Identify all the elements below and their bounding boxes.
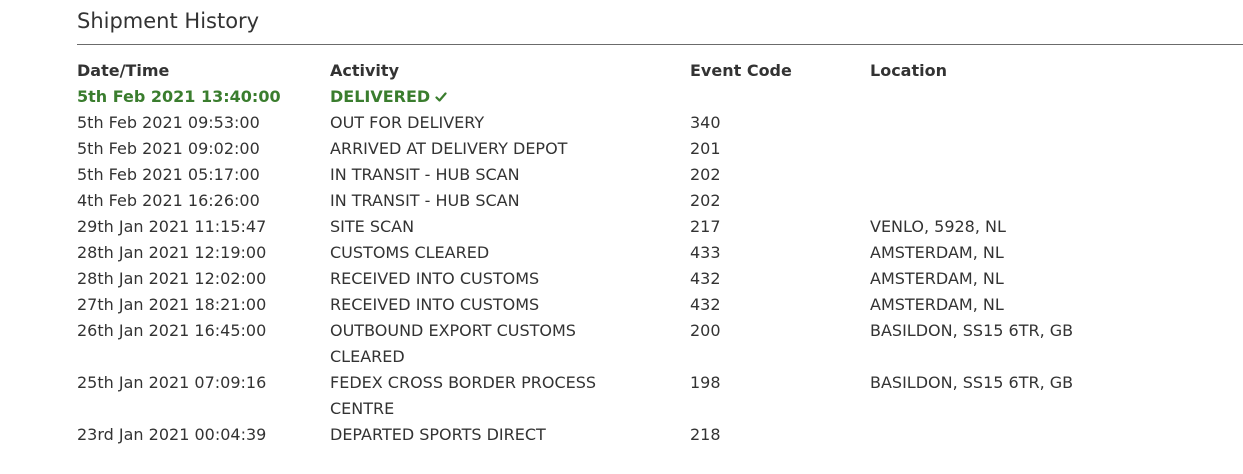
cell-location: AMSTERDAM, NL — [870, 269, 1004, 288]
cell-location: VENLO, 5928, NL — [870, 217, 1006, 236]
cell-location — [870, 162, 1243, 188]
cell-datetime: 5th Feb 2021 09:53:00 — [77, 113, 260, 132]
table-row: 5th Feb 2021 05:17:00 IN TRANSIT - HUB SC… — [77, 162, 1243, 188]
cell-event-code: 218 — [690, 425, 721, 444]
activity-text: DELIVERED — [330, 87, 431, 106]
section-title: Shipment History — [77, 9, 260, 33]
cell-event-code: 198 — [690, 373, 721, 392]
cell-event-code: 340 — [690, 113, 721, 132]
header-activity: Activity — [330, 61, 399, 80]
cell-activity: FEDEX CROSS BORDER PROCESS CENTRE — [330, 373, 597, 418]
table-row: 5th Feb 2021 09:53:00 OUT FOR DELIVERY 340 — [77, 110, 1243, 136]
cell-activity: ARRIVED AT DELIVERY DEPOT — [330, 139, 568, 158]
cell-datetime: 23rd Jan 2021 00:04:39 — [77, 425, 267, 444]
header-datetime: Date/Time — [77, 61, 170, 80]
cell-location — [870, 110, 1243, 136]
cell-activity: CUSTOMS CLEARED — [330, 243, 490, 262]
cell-datetime: 25th Jan 2021 07:09:16 — [77, 373, 267, 392]
cell-activity: RECEIVED INTO CUSTOMS — [330, 269, 540, 288]
cell-datetime: 28th Jan 2021 12:02:00 — [77, 269, 267, 288]
table-row: 29th Jan 2021 11:15:47 SITE SCAN 217 VENLO,… — [77, 214, 1243, 240]
cell-event-code: 200 — [690, 321, 721, 340]
cell-activity: DEPARTED SPORTS DIRECT — [330, 425, 546, 444]
cell-datetime: 5th Feb 2021 13:40:00 — [77, 87, 281, 106]
cell-datetime: 26th Jan 2021 16:45:00 — [77, 321, 267, 340]
cell-location — [870, 188, 1243, 214]
cell-activity: DELIVERED — [330, 84, 630, 110]
cell-activity: SITE SCAN — [330, 217, 415, 236]
cell-event-code: 202 — [690, 191, 721, 210]
cell-location: BASILDON, SS15 6TR, GB — [870, 321, 1074, 340]
table-row: 5th Feb 2021 09:02:00 ARRIVED AT DELIVERY… — [77, 136, 1243, 162]
cell-event-code — [690, 84, 870, 110]
header-location: Location — [870, 61, 947, 80]
title-divider — [77, 44, 1243, 45]
table-row: 28th Jan 2021 12:19:00 CUSTOMS CLEARED 433… — [77, 240, 1243, 266]
table-row: 27th Jan 2021 18:21:00 RECEIVED INTO CUST… — [77, 292, 1243, 318]
cell-activity: OUT FOR DELIVERY — [330, 113, 485, 132]
table-row: 28th Jan 2021 12:02:00 RECEIVED INTO CUST… — [77, 266, 1243, 292]
header-event-code: Event Code — [690, 61, 792, 80]
table-header-row: Date/Time Activity Event Code Location — [77, 58, 1243, 84]
table-row: 26th Jan 2021 16:45:00 OUTBOUND EXPORT CU… — [77, 318, 1243, 370]
cell-event-code: 202 — [690, 165, 721, 184]
shipment-history-table: Date/Time Activity Event Code Location 5… — [77, 58, 1243, 448]
cell-datetime: 27th Jan 2021 18:21:00 — [77, 295, 267, 314]
cell-location — [870, 136, 1243, 162]
check-icon — [435, 92, 447, 102]
cell-location: AMSTERDAM, NL — [870, 295, 1004, 314]
cell-event-code: 432 — [690, 295, 721, 314]
table-row: 23rd Jan 2021 00:04:39 DEPARTED SPORTS DI… — [77, 422, 1243, 448]
cell-activity: IN TRANSIT - HUB SCAN — [330, 165, 520, 184]
cell-datetime: 4th Feb 2021 16:26:00 — [77, 191, 260, 210]
cell-event-code: 217 — [690, 217, 721, 236]
table-row: 4th Feb 2021 16:26:00 IN TRANSIT - HUB SC… — [77, 188, 1243, 214]
table-row: 25th Jan 2021 07:09:16 FEDEX CROSS BORDER… — [77, 370, 1243, 422]
cell-datetime: 28th Jan 2021 12:19:00 — [77, 243, 267, 262]
cell-activity: RECEIVED INTO CUSTOMS — [330, 295, 540, 314]
cell-activity: IN TRANSIT - HUB SCAN — [330, 191, 520, 210]
cell-location: BASILDON, SS15 6TR, GB — [870, 373, 1074, 392]
cell-datetime: 5th Feb 2021 05:17:00 — [77, 165, 260, 184]
cell-activity: OUTBOUND EXPORT CUSTOMS CLEARED — [330, 321, 576, 366]
cell-event-code: 432 — [690, 269, 721, 288]
cell-event-code: 201 — [690, 139, 721, 158]
table-body: 5th Feb 2021 13:40:00 DELIVERED 5th Feb 20… — [77, 84, 1243, 448]
cell-location — [870, 84, 1243, 110]
cell-event-code: 433 — [690, 243, 721, 262]
cell-datetime: 5th Feb 2021 09:02:00 — [77, 139, 260, 158]
cell-location — [870, 422, 1243, 448]
table-row: 5th Feb 2021 13:40:00 DELIVERED — [77, 84, 1243, 110]
cell-datetime: 29th Jan 2021 11:15:47 — [77, 217, 267, 236]
cell-location: AMSTERDAM, NL — [870, 243, 1004, 262]
